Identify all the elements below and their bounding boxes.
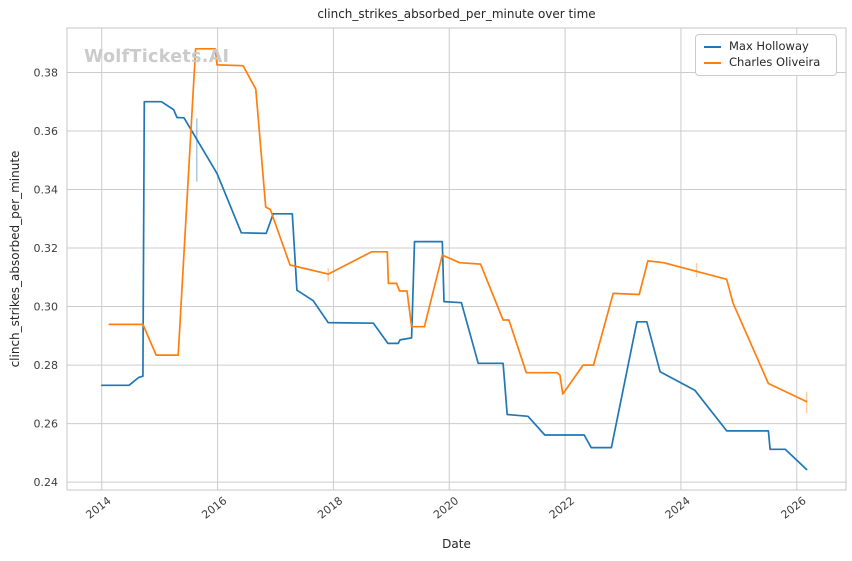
legend-entry-max-holloway: Max Holloway [704,41,828,53]
y-tick-label-0.32: 0.32 [34,242,59,255]
legend-line-swatch [704,61,721,64]
y-tick-label-0.38: 0.38 [34,66,59,79]
legend-label: Max Holloway [729,39,809,54]
gridlines [67,28,846,490]
y-tick-label-0.26: 0.26 [34,418,59,431]
y-axis-label: clinch_strikes_absorbed_per_minute [8,150,22,368]
x-axis-label: Date [442,537,471,551]
chart-title: clinch_strikes_absorbed_per_minute over … [317,7,596,21]
x-tick-label-2024: 2024 [663,494,693,521]
x-tick-label-2020: 2020 [431,494,461,521]
x-tick-label-2018: 2018 [315,494,345,521]
plot-border [66,27,847,491]
series-line-charles-oliveira [108,47,808,403]
series-line-max-holloway [100,100,808,471]
y-tick-labels: 0.24 0.26 0.28 0.30 0.32 0.34 0.36 0.38 [34,66,59,489]
x-tick-label-2026: 2026 [779,494,809,521]
x-tick-label-2022: 2022 [547,494,577,521]
y-tick-label-0.28: 0.28 [34,359,59,372]
series-lines [100,47,808,471]
y-tick-label-0.34: 0.34 [34,184,59,197]
y-tick-label-0.36: 0.36 [34,125,59,138]
watermark: WolfTickets.AI [84,47,230,67]
x-tick-label-2014: 2014 [84,494,114,521]
y-tick-label-0.24: 0.24 [34,476,59,489]
event-markers [195,118,808,414]
legend-label: Charles Oliveira [729,55,821,70]
y-tick-label-0.30: 0.30 [34,301,59,314]
legend: Max Holloway Charles Oliveira [695,34,837,76]
legend-entry-charles-oliveira: Charles Oliveira [704,57,828,69]
x-tick-label-2016: 2016 [199,494,229,521]
x-tick-labels: 2014 2016 2018 2020 2022 2024 2026 [84,494,809,521]
legend-line-swatch [704,46,721,49]
